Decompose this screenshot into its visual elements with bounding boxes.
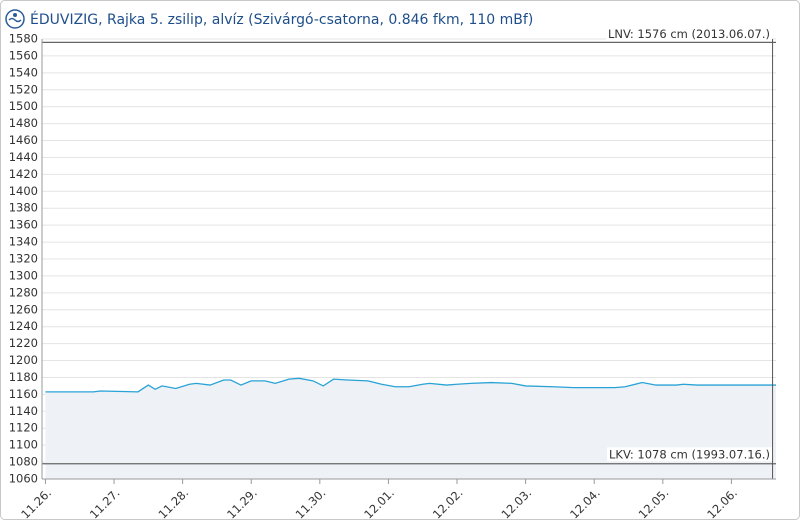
y-tick-label: 1160 [9, 387, 38, 401]
y-tick-label: 1580 [9, 32, 38, 46]
y-tick-label: 1500 [9, 99, 38, 113]
y-tick-label: 1560 [9, 48, 38, 62]
y-tick-label: 1380 [9, 201, 38, 215]
y-tick-label: 1320 [9, 252, 38, 266]
y-tick-label: 1520 [9, 82, 38, 96]
line [45, 377, 776, 393]
y-tick-label: 1480 [9, 116, 38, 130]
reference-label-bg [607, 447, 772, 462]
y-tick-label: 1180 [9, 370, 38, 384]
y-tick-label: 1220 [9, 336, 38, 350]
reference-label-bg [605, 26, 772, 41]
y-tick-label: 1440 [9, 150, 38, 164]
y-tick-label: 1080 [9, 455, 38, 469]
y-tick-label: 1120 [9, 421, 38, 435]
y-tick-label: 1540 [9, 65, 38, 79]
y-tick-label: 1340 [9, 235, 38, 249]
reference-label: LKV: 1078 cm (1993.07.16.) [609, 447, 770, 461]
y-tick-label: 1280 [9, 285, 38, 299]
y-tick-label: 1260 [9, 302, 38, 316]
y-tick-label: 1240 [9, 319, 38, 333]
area [45, 378, 776, 479]
y-tick-label: 1060 [9, 472, 38, 486]
y-tick-label: 1360 [9, 218, 38, 232]
y-tick-label: 1140 [9, 404, 38, 418]
y-tick-label: 1400 [9, 184, 38, 198]
reference-label: LNV: 1576 cm (2013.06.07.) [608, 27, 770, 41]
y-tick-label: 1300 [9, 268, 38, 282]
y-tick-label: 1420 [9, 167, 38, 181]
y-tick-label: 1200 [9, 353, 38, 367]
y-tick-label: 1100 [9, 438, 38, 452]
logo [5, 9, 25, 29]
chart-title: ÉDUVIZIG, Rajka 5. zsilip, alvíz (Szivár… [30, 11, 533, 28]
y-tick-label: 1460 [9, 133, 38, 147]
